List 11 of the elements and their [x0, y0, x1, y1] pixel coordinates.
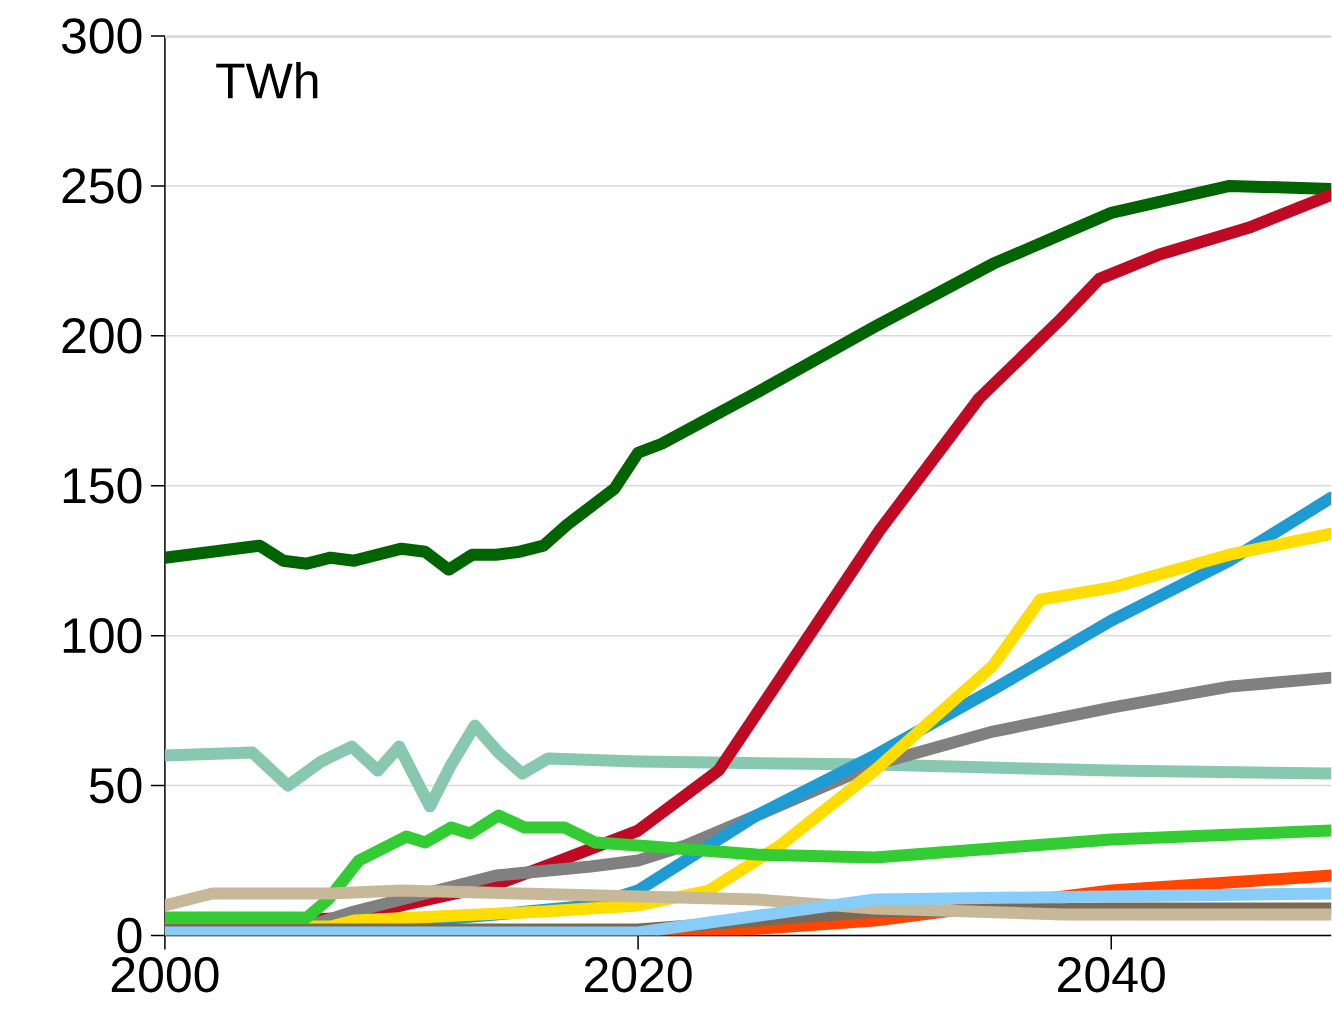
y-tick-label: 200	[62, 317, 142, 354]
x-tick-label: 2040	[1058, 956, 1165, 993]
y-tick-label: 50	[89, 767, 142, 804]
x-tick-label: 2000	[111, 956, 219, 993]
y-tick-label: 0	[117, 917, 142, 953]
y-tick-label: 150	[63, 467, 142, 504]
annotation: TWh	[216, 61, 318, 98]
y-tick-label: 300	[61, 18, 142, 54]
y-tick-label: 250	[62, 167, 142, 204]
x-tick-label: 2020	[585, 956, 692, 993]
y-tick-label: 100	[63, 617, 142, 654]
